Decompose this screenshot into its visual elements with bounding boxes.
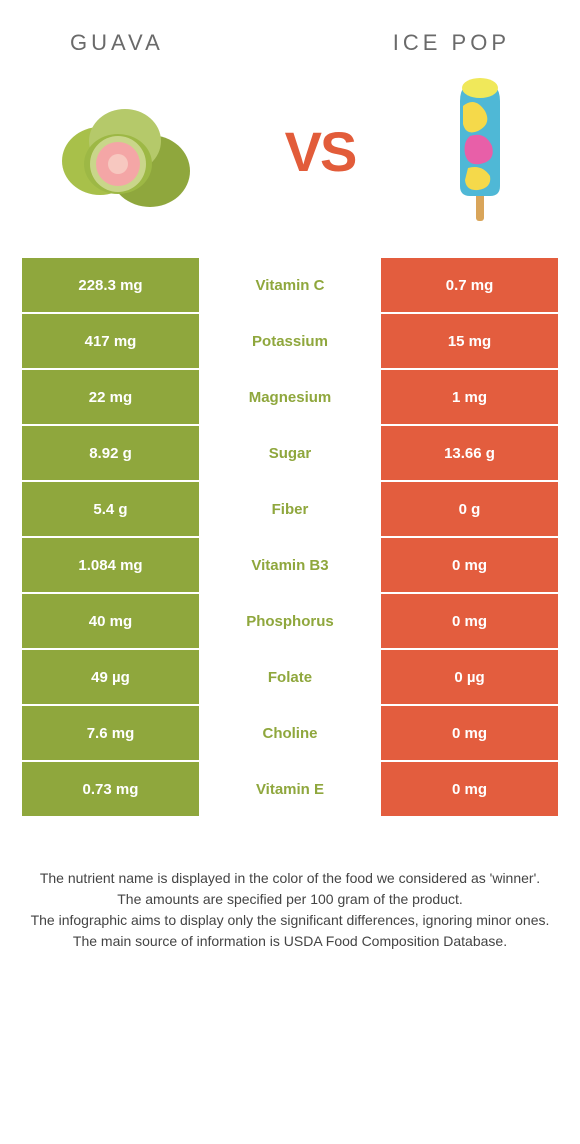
table-row: 5.4 gFiber0 g	[22, 482, 558, 536]
footer-line: The infographic aims to display only the…	[30, 910, 550, 931]
table-row: 417 mgPotassium15 mg	[22, 314, 558, 368]
nutrient-table: 228.3 mgVitamin C0.7 mg417 mgPotassium15…	[20, 256, 560, 818]
table-row: 0.73 mgVitamin E0 mg	[22, 762, 558, 816]
nutrient-name-cell: Vitamin C	[201, 258, 379, 312]
right-value-cell: 0 µg	[381, 650, 558, 704]
footer-line: The amounts are specified per 100 gram o…	[30, 889, 550, 910]
table-row: 1.084 mgVitamin B30 mg	[22, 538, 558, 592]
left-value-cell: 1.084 mg	[22, 538, 199, 592]
nutrient-name-cell: Vitamin E	[201, 762, 379, 816]
right-value-cell: 0 mg	[381, 706, 558, 760]
right-value-cell: 0.7 mg	[381, 258, 558, 312]
nutrient-name-cell: Fiber	[201, 482, 379, 536]
footer-notes: The nutrient name is displayed in the co…	[0, 818, 580, 952]
nutrient-name-cell: Folate	[201, 650, 379, 704]
table-row: 22 mgMagnesium1 mg	[22, 370, 558, 424]
table-row: 40 mgPhosphorus0 mg	[22, 594, 558, 648]
left-value-cell: 40 mg	[22, 594, 199, 648]
nutrient-name-cell: Sugar	[201, 426, 379, 480]
left-value-cell: 228.3 mg	[22, 258, 199, 312]
left-value-cell: 49 µg	[22, 650, 199, 704]
right-value-cell: 13.66 g	[381, 426, 558, 480]
left-value-cell: 5.4 g	[22, 482, 199, 536]
nutrient-name-cell: Vitamin B3	[201, 538, 379, 592]
right-food-title: ICE POP	[393, 30, 510, 56]
table-row: 49 µgFolate0 µg	[22, 650, 558, 704]
nutrient-name-cell: Magnesium	[201, 370, 379, 424]
right-value-cell: 0 mg	[381, 594, 558, 648]
left-food-title: GUAVA	[70, 30, 164, 56]
left-value-cell: 8.92 g	[22, 426, 199, 480]
right-value-cell: 0 g	[381, 482, 558, 536]
table-row: 7.6 mgCholine0 mg	[22, 706, 558, 760]
left-value-cell: 0.73 mg	[22, 762, 199, 816]
right-value-cell: 0 mg	[381, 538, 558, 592]
guava-icon	[50, 86, 210, 216]
table-row: 8.92 gSugar13.66 g	[22, 426, 558, 480]
left-value-cell: 22 mg	[22, 370, 199, 424]
left-value-cell: 7.6 mg	[22, 706, 199, 760]
vs-label: VS	[285, 119, 356, 184]
icepop-icon	[430, 76, 530, 226]
table-row: 228.3 mgVitamin C0.7 mg	[22, 258, 558, 312]
right-value-cell: 0 mg	[381, 762, 558, 816]
nutrient-name-cell: Choline	[201, 706, 379, 760]
right-value-cell: 15 mg	[381, 314, 558, 368]
images-row: VS	[0, 66, 580, 246]
footer-line: The main source of information is USDA F…	[30, 931, 550, 952]
footer-line: The nutrient name is displayed in the co…	[30, 868, 550, 889]
left-value-cell: 417 mg	[22, 314, 199, 368]
right-value-cell: 1 mg	[381, 370, 558, 424]
header-row: GUAVA ICE POP	[0, 0, 580, 66]
nutrient-name-cell: Potassium	[201, 314, 379, 368]
nutrient-name-cell: Phosphorus	[201, 594, 379, 648]
